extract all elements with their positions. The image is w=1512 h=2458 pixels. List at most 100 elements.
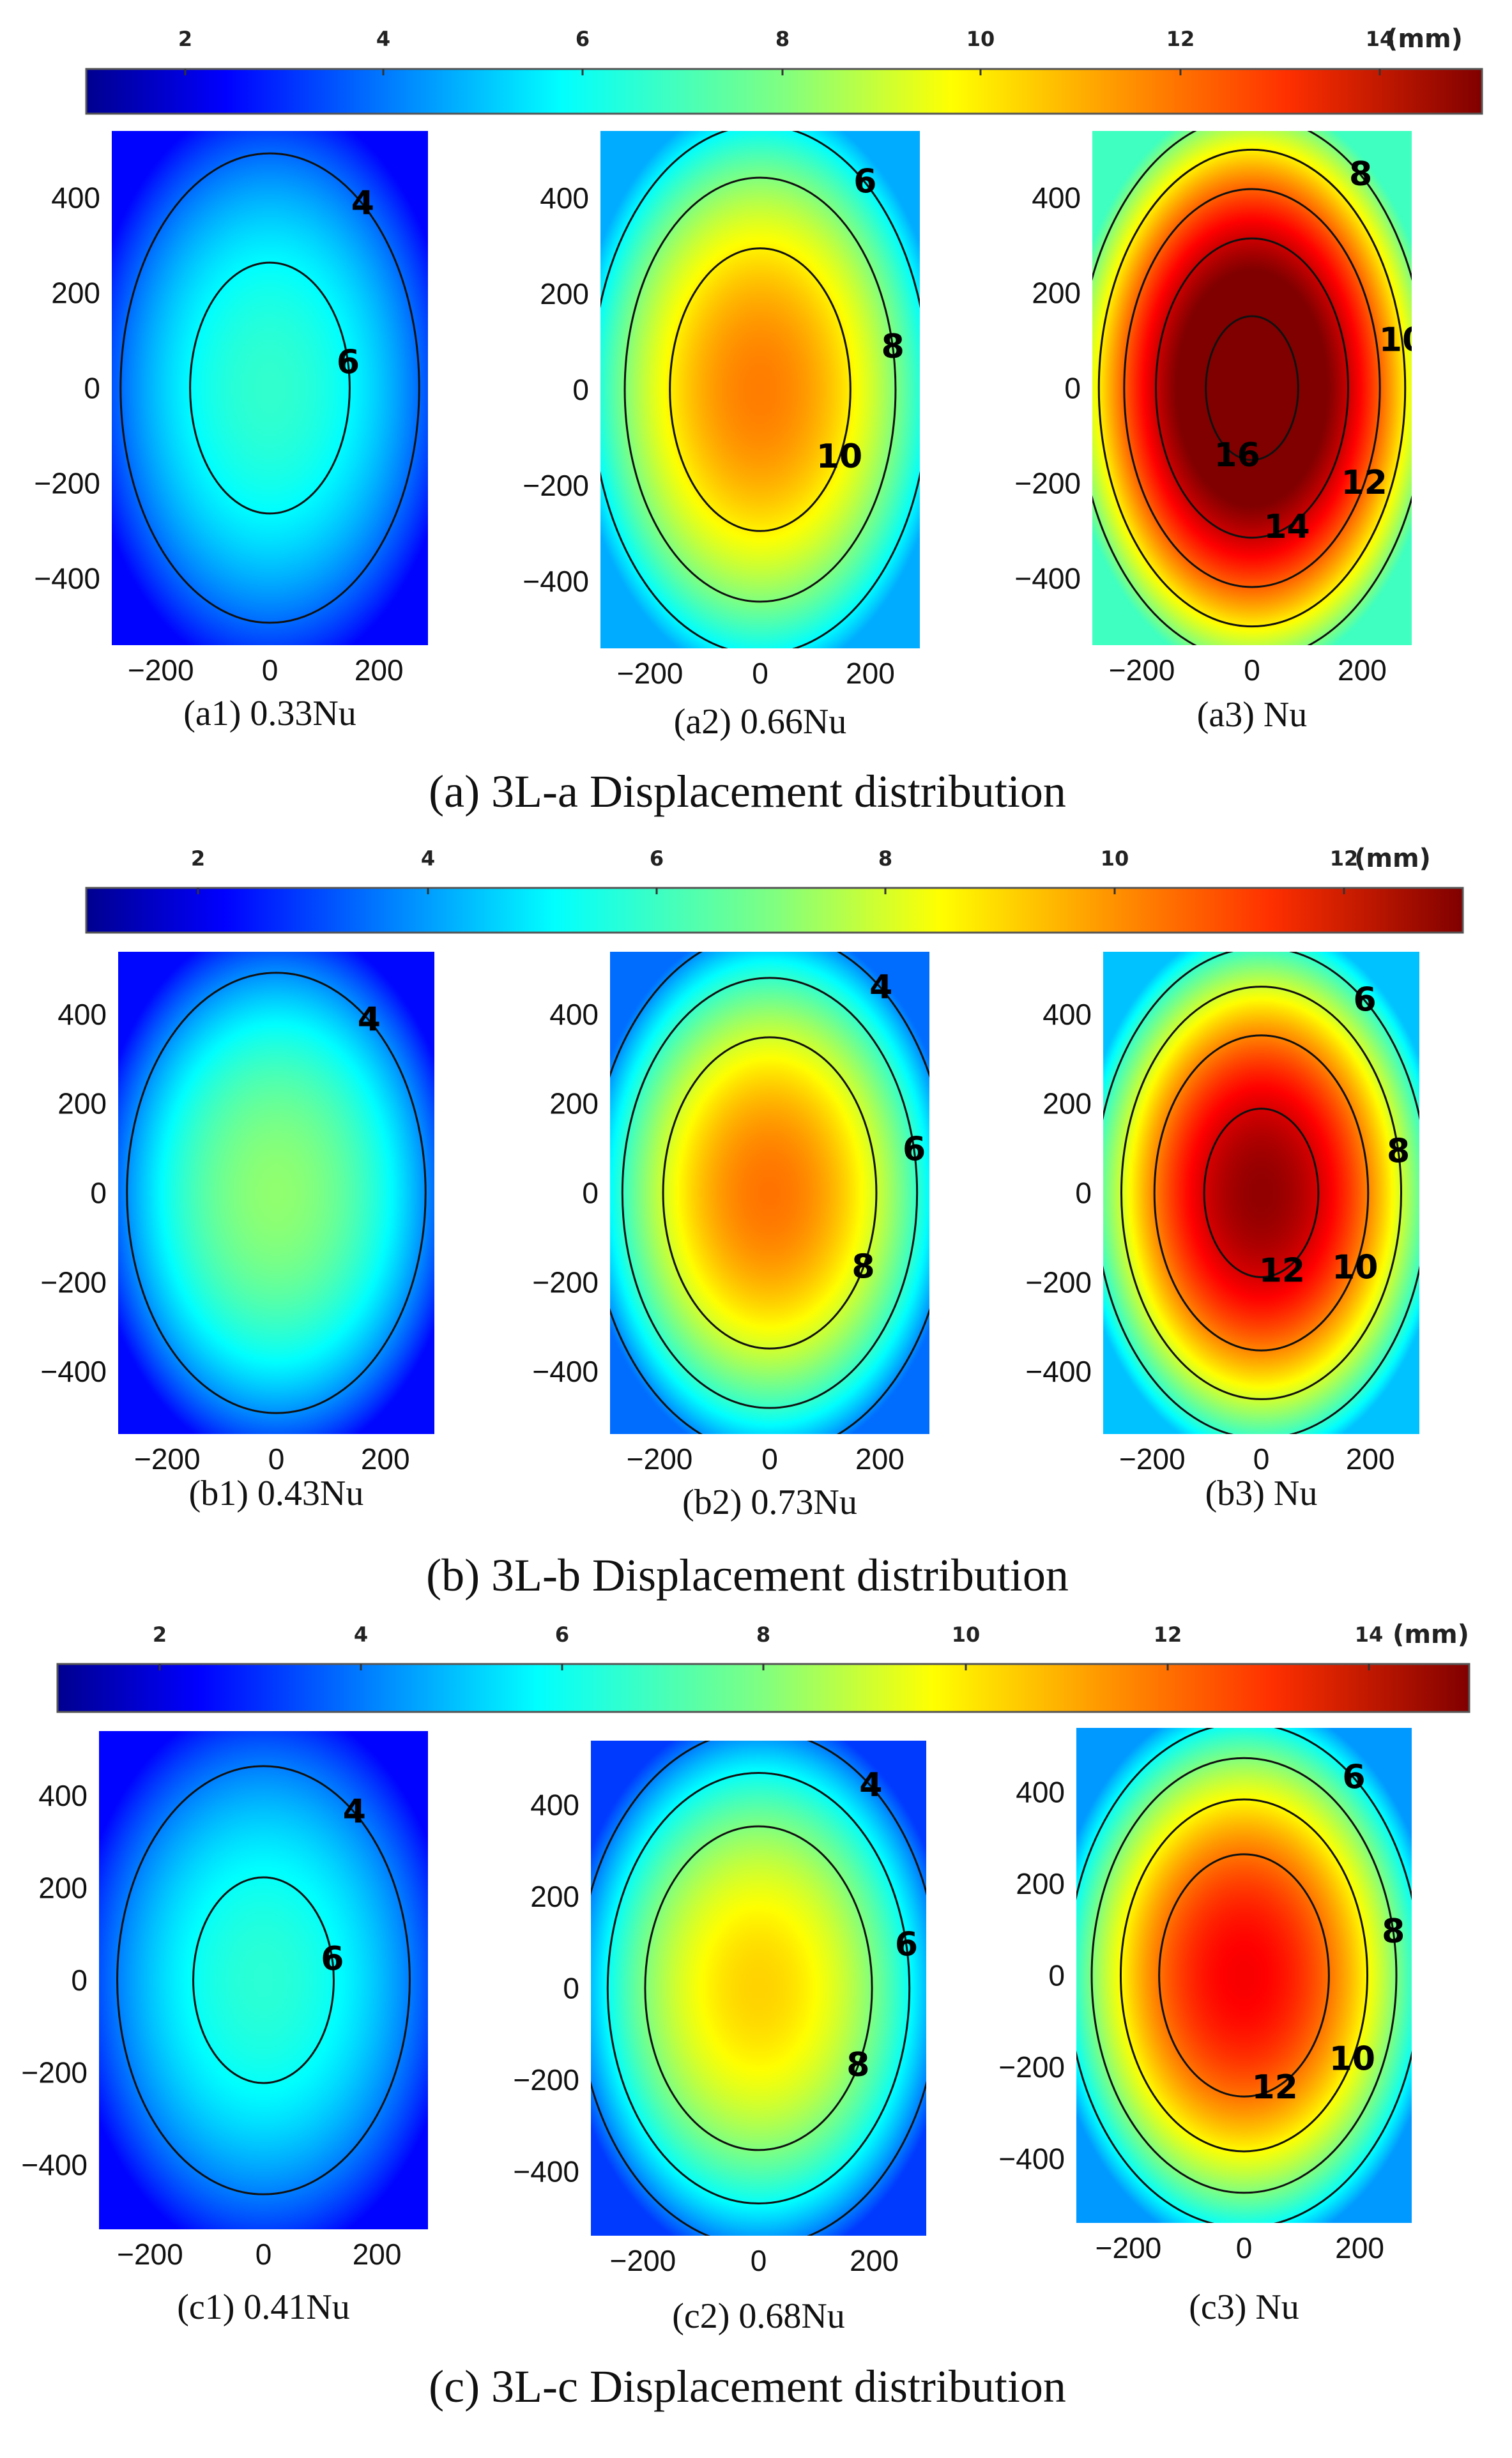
contour-line xyxy=(644,1825,873,2151)
contour-lines: 46 xyxy=(116,1765,411,2195)
x-tick-label: 200 xyxy=(846,657,895,690)
contour-label: 8 xyxy=(846,2046,869,2084)
contour-lines: 6 8 10 12 xyxy=(1076,1728,1412,2223)
y-tick-label: 400 xyxy=(51,181,100,214)
contour-label: 6 xyxy=(1353,981,1376,1019)
x-tick-label: 0 xyxy=(751,2244,767,2277)
y-tick-label: −200 xyxy=(998,2050,1065,2084)
contour-line xyxy=(1158,1853,1330,2098)
contour-label: 8 xyxy=(1387,1132,1410,1170)
contour-label: 8 xyxy=(851,1248,874,1286)
contour-label: 6 xyxy=(895,1926,918,1964)
contour-label: 6 xyxy=(321,1940,344,1978)
contour-label: 4 xyxy=(351,185,374,223)
colorbar-unit: (mm) xyxy=(1386,24,1463,54)
x-tick-label: 200 xyxy=(850,2244,899,2277)
x-tick-label: 0 xyxy=(1236,2231,1253,2264)
y-tick-label: 400 xyxy=(530,1788,579,1821)
x-tick-label: 200 xyxy=(355,653,404,687)
contour-label: 12 xyxy=(1251,2068,1297,2107)
contour-line xyxy=(1203,1108,1320,1278)
contour-label: 10 xyxy=(1332,1249,1378,1287)
x-tick-label: 200 xyxy=(1338,653,1387,687)
x-tick-label: −200 xyxy=(617,657,683,690)
x-tick-label: −200 xyxy=(610,2244,676,2277)
panel-caption: (b1) 0.43Nu xyxy=(189,1474,364,1513)
y-tick-label: −400 xyxy=(532,1355,599,1388)
contour-label: 6 xyxy=(337,343,360,381)
panel-caption: (a2) 0.66Nu xyxy=(674,702,847,742)
y-tick-label: −400 xyxy=(1014,562,1081,595)
contour-label: 10 xyxy=(816,438,862,476)
colorbar-tick-label: 10 xyxy=(966,27,995,51)
chart-section-c: 2 4 6 8 10 12 14 (mm)46−200 0 2004002000−200−400(… xyxy=(21,1620,1470,2412)
colorbar-tick-label: 10 xyxy=(1101,846,1129,871)
contour-panel-2: 4 6 8 −200 0 200 400 200 0 −200 −400 (b2) 0.73Nu xyxy=(532,952,929,1522)
y-tick-label: −200 xyxy=(532,1265,599,1299)
contour-label: 12 xyxy=(1341,464,1387,502)
heatmap xyxy=(112,131,428,645)
contour-line xyxy=(621,977,919,1409)
contour-label: 4 xyxy=(869,968,892,1007)
y-tick-label: 400 xyxy=(1016,1775,1065,1808)
contour-label: 8 xyxy=(1382,1912,1405,1951)
contour-line xyxy=(1097,148,1407,628)
colorbar xyxy=(56,1663,1470,1713)
contour-label: 12 xyxy=(1259,1251,1305,1290)
panel-caption: (c2) 0.68Nu xyxy=(672,2296,845,2336)
contour-label: 10 xyxy=(1329,2040,1375,2079)
x-tick-label: 0 xyxy=(1253,1442,1270,1476)
y-tick-label: 400 xyxy=(549,998,599,1031)
x-tick-label: 200 xyxy=(1335,2231,1384,2264)
x-tick-label: 0 xyxy=(752,657,768,690)
x-tick-label: −200 xyxy=(1119,1442,1186,1476)
y-tick-label: −400 xyxy=(1025,1355,1092,1388)
contour-label: 10 xyxy=(1379,321,1425,359)
contour-label: 4 xyxy=(859,1766,882,1805)
colorbar-tick-label: 14 xyxy=(1355,1622,1384,1647)
contour-lines: 4 xyxy=(126,972,427,1414)
colorbar-tick-label: 2 xyxy=(191,846,205,871)
heatmap xyxy=(610,952,929,1434)
heatmap xyxy=(1103,952,1419,1434)
y-tick-label: −200 xyxy=(40,1265,107,1299)
x-tick-label: 0 xyxy=(256,2238,272,2271)
colorbar-tick-label: 6 xyxy=(555,1622,569,1647)
y-tick-label: 0 xyxy=(572,373,589,406)
y-tick-label: 200 xyxy=(1042,1087,1092,1120)
y-tick-label: 200 xyxy=(1016,1867,1065,1900)
contour-line xyxy=(1123,188,1381,588)
section-caption: (c) 3L-c Displacement distribution xyxy=(429,2361,1066,2412)
colorbar-tick-label: 8 xyxy=(756,1622,770,1647)
y-tick-label: 0 xyxy=(71,1964,88,1997)
x-tick-label: −200 xyxy=(134,1442,201,1476)
colorbar-unit: (mm) xyxy=(1393,1620,1469,1649)
colorbar-unit: (mm) xyxy=(1354,844,1431,873)
y-tick-label: 200 xyxy=(540,277,589,310)
contour-lines: 4 6 8 xyxy=(610,952,929,1434)
contour-lines: 6 8 10 xyxy=(600,131,920,648)
contour-line xyxy=(1205,315,1299,461)
chart-section-a: 2 4 6 8 10 12 14(mm)46−200 0 2004002000−200−400(… xyxy=(34,24,1483,817)
x-tick-label: −200 xyxy=(627,1442,693,1476)
colorbar-tick-label: 12 xyxy=(1166,27,1195,51)
heatmap xyxy=(600,131,920,648)
colorbar-tick-label: 6 xyxy=(576,27,590,51)
x-tick-label: −200 xyxy=(1109,653,1175,687)
heatmap xyxy=(591,1741,926,2236)
x-tick-label: 0 xyxy=(761,1442,778,1476)
y-tick-label: 200 xyxy=(38,1872,88,1905)
contour-line xyxy=(1090,1757,1398,2194)
y-tick-label: −200 xyxy=(1025,1265,1092,1299)
colorbar-tick-label: 2 xyxy=(153,1622,167,1647)
contour-line xyxy=(192,1876,335,2084)
y-tick-label: 0 xyxy=(90,1177,107,1210)
panel-caption: (b3) Nu xyxy=(1205,1474,1318,1513)
contour-label: 16 xyxy=(1214,436,1260,475)
y-tick-label: 0 xyxy=(1075,1177,1092,1210)
contour-label: 6 xyxy=(853,163,876,201)
panel-caption: (a3) Nu xyxy=(1197,695,1308,735)
contour-label: 6 xyxy=(903,1131,926,1169)
